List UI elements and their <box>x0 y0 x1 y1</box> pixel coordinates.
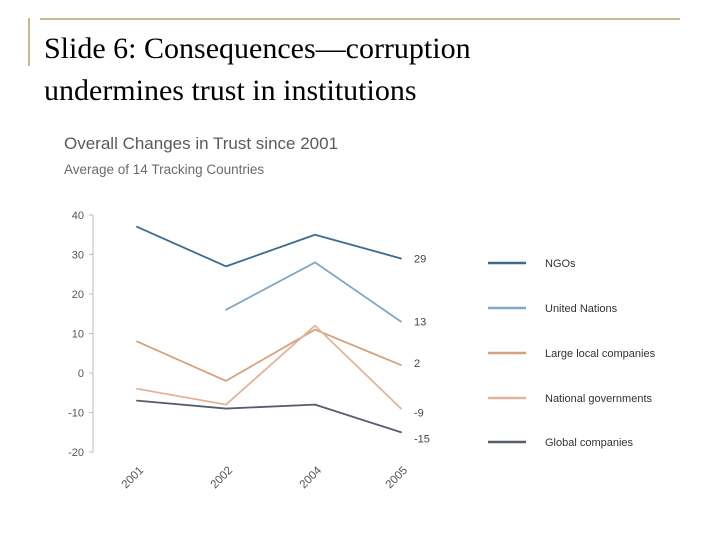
x-tick-label: 2005 <box>384 465 411 492</box>
legend-label: National governments <box>545 393 653 405</box>
slide-title: Slide 6: Consequences—corruption undermi… <box>44 28 684 112</box>
x-tick-label: 2004 <box>298 464 325 491</box>
series-end-label: -15 <box>414 433 430 445</box>
series-line-national-governments <box>136 324 402 410</box>
legend-label: NGOs <box>545 258 576 270</box>
series-line-global-companies <box>136 399 402 434</box>
legend-label: United Nations <box>545 303 618 315</box>
series-end-label: 13 <box>414 317 426 329</box>
y-tick-label: 30 <box>72 250 84 262</box>
y-tick-label: -10 <box>68 408 84 420</box>
series-line-large-local-companies <box>136 328 402 382</box>
legend-label: Global companies <box>545 437 634 449</box>
chart-title: Overall Changes in Trust since 2001 <box>64 134 339 153</box>
series-line-ngos <box>136 225 402 268</box>
x-tick-label: 2002 <box>209 465 236 492</box>
y-tick-label: -20 <box>68 447 84 459</box>
slide-title-line-2: undermines trust in institutions <box>44 74 417 107</box>
y-tick-label: 40 <box>72 210 84 222</box>
y-tick-label: 0 <box>78 368 84 380</box>
slide-frame-top-rule <box>40 18 680 20</box>
chart-subtitle: Average of 14 Tracking Countries <box>64 162 265 177</box>
x-tick-label: 2001 <box>120 465 147 492</box>
series-end-label: 2 <box>414 358 420 370</box>
y-tick-label: 10 <box>72 329 84 341</box>
legend-label: Large local companies <box>545 348 656 360</box>
slide-title-line-1: Slide 6: Consequences—corruption <box>44 32 471 65</box>
y-tick-label: 20 <box>72 289 84 301</box>
series-end-label: -9 <box>414 408 424 420</box>
slide-frame-left-rule <box>28 18 30 66</box>
series-line-united-nations <box>225 261 402 323</box>
series-end-label: 29 <box>414 253 426 265</box>
